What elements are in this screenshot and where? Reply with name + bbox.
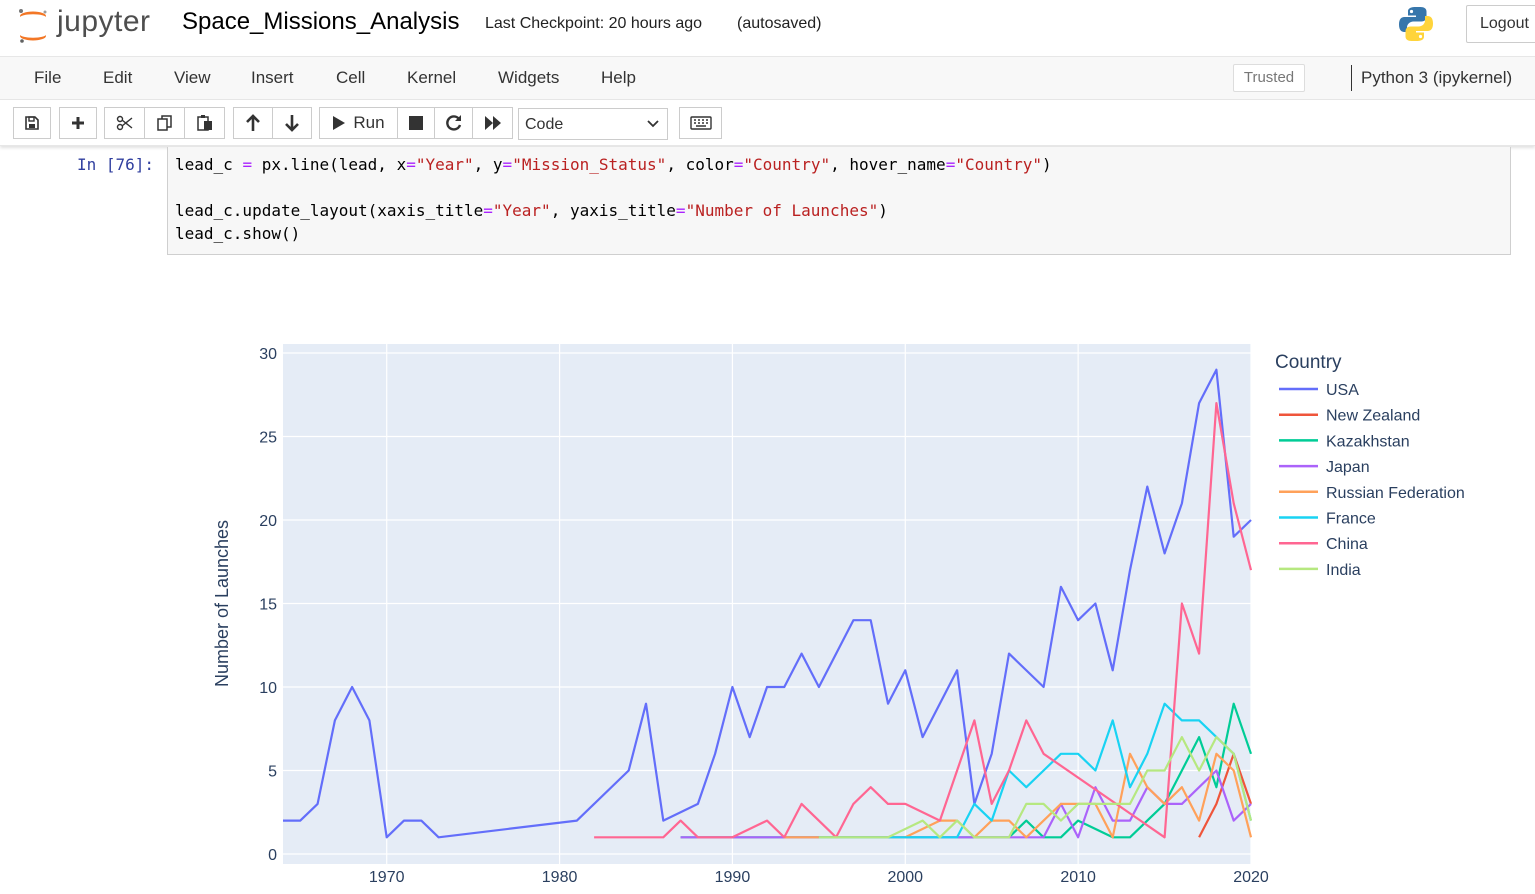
x-tick-label: 1990 (715, 869, 751, 886)
series-line-usa[interactable] (283, 368, 1252, 839)
arrow-up-icon (246, 114, 260, 131)
menu-file[interactable]: File (34, 68, 62, 87)
legend-item[interactable]: USA (1326, 382, 1359, 399)
series-line-india[interactable] (818, 736, 1253, 839)
menu-insert[interactable]: Insert (251, 68, 294, 87)
arrow-down-icon (285, 115, 299, 132)
series-line-france[interactable] (818, 702, 1253, 839)
input-prompt: In [76]: (77, 155, 155, 174)
run-button[interactable]: Run (319, 107, 398, 139)
notebook-toolbar: Run (0, 100, 1535, 146)
scissors-icon (116, 115, 132, 131)
menu-widgets[interactable]: Widgets (498, 68, 560, 87)
series-line-russian-federation[interactable] (784, 752, 1253, 839)
x-tick-label: 2020 (1233, 869, 1269, 886)
chevron-down-icon (647, 120, 659, 128)
copy-icon (156, 115, 172, 131)
menu-help[interactable]: Help (601, 68, 636, 87)
command-palette-button[interactable] (679, 107, 722, 139)
trusted-indicator[interactable]: Trusted (1233, 64, 1305, 92)
notebook-title[interactable]: Space_Missions_Analysis (182, 8, 460, 35)
legend: Country USA New Zealand Kazakhstan Japan Russ… (1275, 352, 1465, 579)
kernel-name[interactable]: Python 3 (ipykernel) (1361, 68, 1513, 87)
series-lines (283, 368, 1253, 839)
cell-type-select[interactable]: Code (518, 108, 668, 140)
insert-cell-button[interactable] (59, 107, 97, 139)
interrupt-button[interactable] (397, 107, 435, 139)
y-tick-label: 10 (259, 680, 277, 697)
jupyter-logo-text[interactable]: jupyter (57, 5, 151, 38)
y-tick-label: 20 (259, 513, 277, 530)
y-axis-title: Number of Launches (212, 520, 232, 687)
code-editor[interactable]: lead_c = px.line(lead, x="Year", y="Miss… (167, 147, 1511, 255)
code-line-4: lead_c.show() (175, 224, 301, 243)
cut-button[interactable] (104, 107, 145, 139)
paste-button[interactable] (184, 107, 225, 139)
restart-button[interactable] (434, 107, 473, 139)
plus-icon (72, 117, 84, 129)
x-tick-label: 2000 (887, 869, 923, 886)
logout-button[interactable]: Logout (1466, 5, 1535, 43)
save-icon (25, 116, 39, 130)
y-tick-label: 15 (259, 597, 277, 614)
stop-icon (409, 116, 423, 130)
axis-ticks: 1970 1980 1990 2000 2010 2020 0 5 10 15 20 25 30 (259, 346, 1269, 886)
run-label: Run (353, 113, 385, 132)
legend-item[interactable]: Russian Federation (1326, 485, 1465, 502)
series-line-new-zealand[interactable] (1198, 752, 1253, 838)
code-line-1: lead_c = px.line(lead, x="Year", y="Miss… (175, 155, 1052, 174)
legend-item[interactable]: France (1326, 511, 1376, 528)
code-line-3: lead_c.update_layout(xaxis_title="Year",… (175, 201, 888, 220)
python-logo-icon (1399, 7, 1433, 41)
legend-item[interactable]: India (1326, 562, 1361, 579)
checkpoint-status: Last Checkpoint: 20 hours ago (485, 15, 703, 32)
paste-icon (196, 115, 212, 131)
legend-item[interactable]: China (1326, 536, 1368, 553)
legend-item[interactable]: New Zealand (1326, 408, 1420, 425)
y-tick-label: 5 (268, 764, 277, 781)
menu-bar: File Edit View Insert Cell Kernel Widget… (0, 57, 1535, 100)
x-tick-label: 1980 (542, 869, 578, 886)
y-tick-label: 25 (259, 430, 277, 447)
autosave-status: (autosaved) (737, 15, 822, 32)
launches-line-chart[interactable]: 1970 1980 1990 2000 2010 2020 0 5 10 15 20 25 30 Num… (195, 330, 1535, 894)
legend-item[interactable]: Kazakhstan (1326, 433, 1410, 450)
grid-lines (283, 344, 1252, 864)
keyboard-icon (689, 116, 712, 130)
y-tick-label: 0 (268, 847, 277, 864)
series-line-china[interactable] (594, 401, 1253, 839)
jupyter-logo-icon[interactable] (16, 6, 166, 46)
legend-title: Country (1275, 352, 1342, 373)
fast-forward-icon (484, 116, 501, 130)
kernel-separator (1351, 65, 1352, 91)
notebook-header: jupyter Space_Missions_Analysis Last Che… (0, 0, 1535, 57)
play-icon (333, 116, 346, 130)
x-tick-label: 2010 (1060, 869, 1096, 886)
legend-item[interactable]: Japan (1326, 459, 1370, 476)
menu-view[interactable]: View (174, 68, 211, 87)
x-tick-label: 1970 (369, 869, 405, 886)
restart-icon (445, 115, 461, 131)
y-tick-label: 30 (259, 346, 277, 363)
menu-cell[interactable]: Cell (336, 68, 366, 87)
menu-kernel[interactable]: Kernel (407, 68, 457, 87)
move-up-button[interactable] (233, 107, 273, 139)
cell-type-value: Code (525, 116, 564, 133)
restart-run-all-button[interactable] (472, 107, 513, 139)
copy-button[interactable] (144, 107, 185, 139)
menu-edit[interactable]: Edit (103, 68, 133, 87)
move-down-button[interactable] (272, 107, 312, 139)
save-button[interactable] (13, 107, 51, 139)
